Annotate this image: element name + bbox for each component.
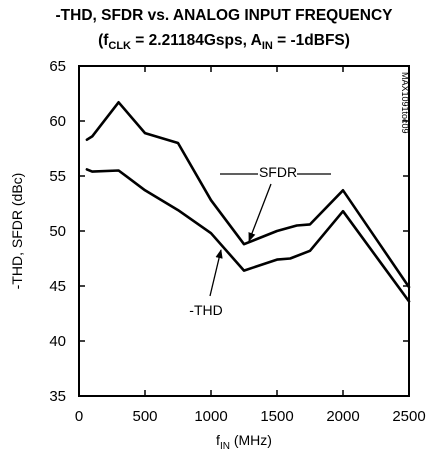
annotation-arrow-thd bbox=[209, 249, 223, 297]
y-axis-label: -THD, SFDR (dBc) bbox=[9, 173, 25, 290]
annotation-arrow-sfdr bbox=[248, 183, 272, 242]
annotation-label-thd: -THD bbox=[189, 302, 222, 318]
series-line-thd bbox=[85, 168, 411, 303]
y-tick-label: 45 bbox=[49, 278, 66, 295]
y-tick-label: 55 bbox=[49, 168, 66, 185]
x-tick-label: 500 bbox=[132, 408, 157, 425]
x-axis-ticks: 0 500 1000 1500 2000 2500 bbox=[75, 66, 426, 425]
y-tick-label: 60 bbox=[49, 113, 66, 130]
x-axis-label-main: f bbox=[216, 432, 220, 448]
x-tick-label: 0 bbox=[75, 408, 83, 425]
x-tick-label: 1500 bbox=[260, 408, 293, 425]
annotation-label-sfdr: SFDR bbox=[259, 164, 297, 180]
y-tick-label: 40 bbox=[49, 333, 66, 350]
x-tick-label: 1000 bbox=[194, 408, 227, 425]
x-axis-label-subscript: IN bbox=[220, 441, 230, 452]
annotation-layer: SFDR -THD bbox=[189, 164, 331, 318]
title-tail: = -1dBFS) bbox=[273, 32, 350, 49]
x-tick-label: 2500 bbox=[392, 408, 425, 425]
chart-title-line-1: -THD, SFDR vs. ANALOG INPUT FREQUENCY bbox=[56, 7, 394, 24]
title-in-subscript: IN bbox=[262, 40, 273, 52]
chart-title-line-2: (fCLK = 2.21184Gsps, AIN = -1dBFS) bbox=[98, 32, 350, 52]
x-axis-label-unit: (MHz) bbox=[230, 432, 272, 448]
title-open: (f bbox=[98, 32, 109, 49]
x-tick-label: 2000 bbox=[326, 408, 359, 425]
y-tick-label: 50 bbox=[49, 223, 66, 240]
title-clk-rate: = 2.21184Gsps, A bbox=[131, 32, 262, 49]
y-tick-label: 35 bbox=[49, 388, 66, 405]
y-axis-ticks: 35 40 45 50 55 60 65 bbox=[49, 58, 409, 405]
y-tick-label: 65 bbox=[49, 58, 66, 75]
x-axis-label: fIN (MHz) bbox=[216, 432, 272, 452]
series-line-sfdr bbox=[85, 101, 411, 289]
part-number-label: MAX1091toc09 bbox=[400, 72, 410, 134]
title-clk-subscript: CLK bbox=[108, 40, 131, 52]
series-layer bbox=[85, 101, 411, 303]
